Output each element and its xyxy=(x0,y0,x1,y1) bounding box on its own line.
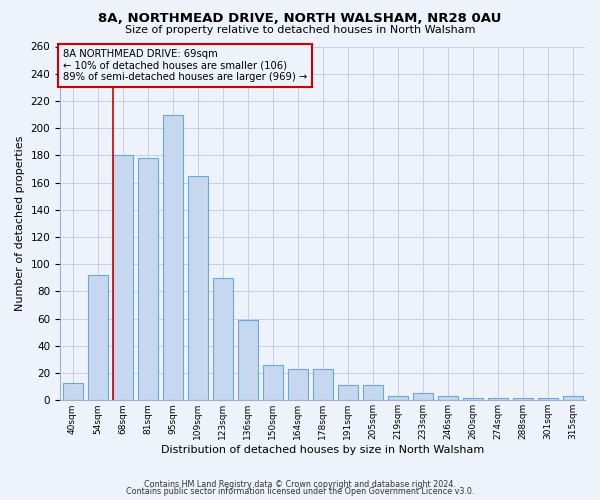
Y-axis label: Number of detached properties: Number of detached properties xyxy=(15,136,25,311)
Bar xyxy=(362,386,383,400)
Bar xyxy=(388,396,407,400)
Text: 8A NORTHMEAD DRIVE: 69sqm
← 10% of detached houses are smaller (106)
89% of semi: 8A NORTHMEAD DRIVE: 69sqm ← 10% of detac… xyxy=(62,49,307,82)
Bar xyxy=(62,382,83,400)
X-axis label: Distribution of detached houses by size in North Walsham: Distribution of detached houses by size … xyxy=(161,445,484,455)
Text: Contains HM Land Registry data © Crown copyright and database right 2024.: Contains HM Land Registry data © Crown c… xyxy=(144,480,456,489)
Bar xyxy=(338,386,358,400)
Bar xyxy=(538,398,557,400)
Bar xyxy=(163,114,182,401)
Bar xyxy=(88,275,107,400)
Bar xyxy=(137,158,158,400)
Bar xyxy=(263,365,283,400)
Text: Size of property relative to detached houses in North Walsham: Size of property relative to detached ho… xyxy=(125,25,475,35)
Bar xyxy=(563,396,583,400)
Bar xyxy=(188,176,208,400)
Bar xyxy=(512,398,533,400)
Text: 8A, NORTHMEAD DRIVE, NORTH WALSHAM, NR28 0AU: 8A, NORTHMEAD DRIVE, NORTH WALSHAM, NR28… xyxy=(98,12,502,26)
Bar xyxy=(437,396,458,400)
Bar xyxy=(238,320,257,400)
Text: Contains public sector information licensed under the Open Government Licence v3: Contains public sector information licen… xyxy=(126,488,474,496)
Bar xyxy=(287,369,308,400)
Bar xyxy=(313,369,332,400)
Bar xyxy=(463,398,482,400)
Bar xyxy=(413,394,433,400)
Bar xyxy=(113,156,133,400)
Bar xyxy=(488,398,508,400)
Bar xyxy=(212,278,233,400)
